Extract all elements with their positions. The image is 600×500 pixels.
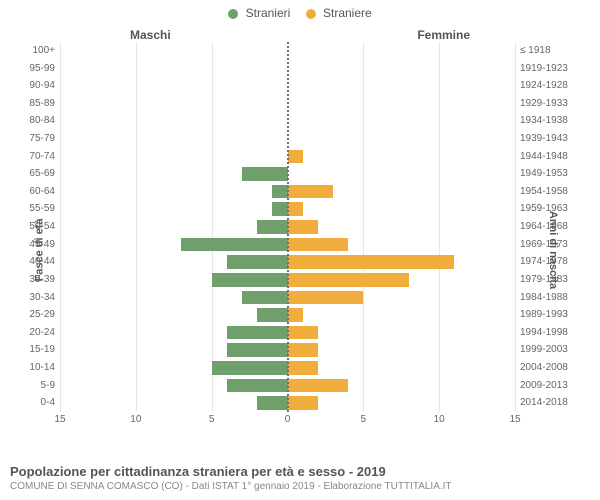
x-tick-label: 5: [209, 414, 215, 425]
birth-year-label: 2009-2013: [520, 377, 585, 395]
birth-year-label: 1959-1963: [520, 200, 585, 218]
center-line: [287, 42, 289, 412]
age-label: 5-9: [15, 377, 55, 395]
birth-year-label: 1979-1983: [520, 271, 585, 289]
bar-female: [288, 273, 409, 287]
bar-female: [288, 379, 349, 393]
bar-male: [257, 308, 287, 322]
pyramid-chart: Stranieri Straniere Maschi Femmine Fasce…: [0, 0, 600, 500]
birth-year-label: 1994-1998: [520, 324, 585, 342]
legend-label-male: Stranieri: [246, 6, 291, 20]
bar-male: [227, 379, 288, 393]
bar-female: [288, 150, 303, 164]
age-label: 20-24: [15, 324, 55, 342]
birth-year-label: 2014-2018: [520, 394, 585, 412]
age-label: 10-14: [15, 359, 55, 377]
age-label: 75-79: [15, 130, 55, 148]
age-label: 60-64: [15, 183, 55, 201]
x-tick-label: 15: [509, 414, 520, 425]
bar-female: [288, 326, 318, 340]
bar-female: [288, 238, 349, 252]
bar-female: [288, 308, 303, 322]
bar-female: [288, 185, 334, 199]
legend-item-male: Stranieri: [228, 6, 290, 20]
age-label: 0-4: [15, 394, 55, 412]
x-tick-label: 15: [54, 414, 65, 425]
x-tick-label: 10: [130, 414, 141, 425]
x-axis: 15105051015: [60, 412, 515, 430]
bar-male: [227, 343, 288, 357]
birth-year-label: 1974-1978: [520, 253, 585, 271]
age-label: 35-39: [15, 271, 55, 289]
bar-female: [288, 396, 318, 410]
age-label: 95-99: [15, 60, 55, 78]
birth-year-label: 1989-1993: [520, 306, 585, 324]
birth-year-label: 1949-1953: [520, 165, 585, 183]
birth-year-label: 1934-1938: [520, 112, 585, 130]
bar-male: [257, 220, 287, 234]
legend-swatch-female: [306, 9, 316, 19]
age-label: 50-54: [15, 218, 55, 236]
birth-year-label: 1944-1948: [520, 148, 585, 166]
legend-item-female: Straniere: [306, 6, 372, 20]
footer-title: Popolazione per cittadinanza straniera p…: [10, 464, 590, 479]
legend: Stranieri Straniere: [0, 6, 600, 20]
age-label: 45-49: [15, 236, 55, 254]
gridline: [515, 42, 516, 412]
x-tick-label: 10: [434, 414, 445, 425]
birth-year-label: 1984-1988: [520, 289, 585, 307]
birth-year-label: 1929-1933: [520, 95, 585, 113]
bar-male: [227, 255, 288, 269]
bar-male: [242, 291, 288, 305]
legend-swatch-male: [228, 9, 238, 19]
age-label: 30-34: [15, 289, 55, 307]
age-label: 85-89: [15, 95, 55, 113]
footer-subtitle: COMUNE DI SENNA COMASCO (CO) - Dati ISTA…: [10, 481, 590, 492]
bar-male: [212, 273, 288, 287]
plot-area: 100+≤ 191895-991919-192390-941924-192885…: [60, 42, 515, 430]
bar-male: [257, 396, 287, 410]
age-label: 65-69: [15, 165, 55, 183]
bar-male: [181, 238, 287, 252]
legend-label-female: Straniere: [323, 6, 372, 20]
bar-female: [288, 255, 455, 269]
birth-year-label: 1919-1923: [520, 60, 585, 78]
bar-female: [288, 220, 318, 234]
bar-female: [288, 343, 318, 357]
age-label: 70-74: [15, 148, 55, 166]
birth-year-label: 2004-2008: [520, 359, 585, 377]
bar-female: [288, 361, 318, 375]
birth-year-label: 1954-1958: [520, 183, 585, 201]
bar-female: [288, 291, 364, 305]
bar-male: [272, 185, 287, 199]
side-title-male: Maschi: [130, 28, 171, 42]
birth-year-label: 1964-1968: [520, 218, 585, 236]
birth-year-label: 1969-1973: [520, 236, 585, 254]
x-tick-label: 0: [285, 414, 291, 425]
footer: Popolazione per cittadinanza straniera p…: [10, 464, 590, 492]
age-label: 25-29: [15, 306, 55, 324]
bar-male: [227, 326, 288, 340]
age-label: 15-19: [15, 341, 55, 359]
age-label: 100+: [15, 42, 55, 60]
bar-female: [288, 202, 303, 216]
bar-male: [242, 167, 288, 181]
side-title-female: Femmine: [417, 28, 470, 42]
age-label: 80-84: [15, 112, 55, 130]
birth-year-label: 1939-1943: [520, 130, 585, 148]
x-tick-label: 5: [361, 414, 367, 425]
birth-year-label: 1924-1928: [520, 77, 585, 95]
bar-male: [272, 202, 287, 216]
bar-male: [212, 361, 288, 375]
age-label: 90-94: [15, 77, 55, 95]
birth-year-label: ≤ 1918: [520, 42, 585, 60]
age-label: 55-59: [15, 200, 55, 218]
birth-year-label: 1999-2003: [520, 341, 585, 359]
age-label: 40-44: [15, 253, 55, 271]
